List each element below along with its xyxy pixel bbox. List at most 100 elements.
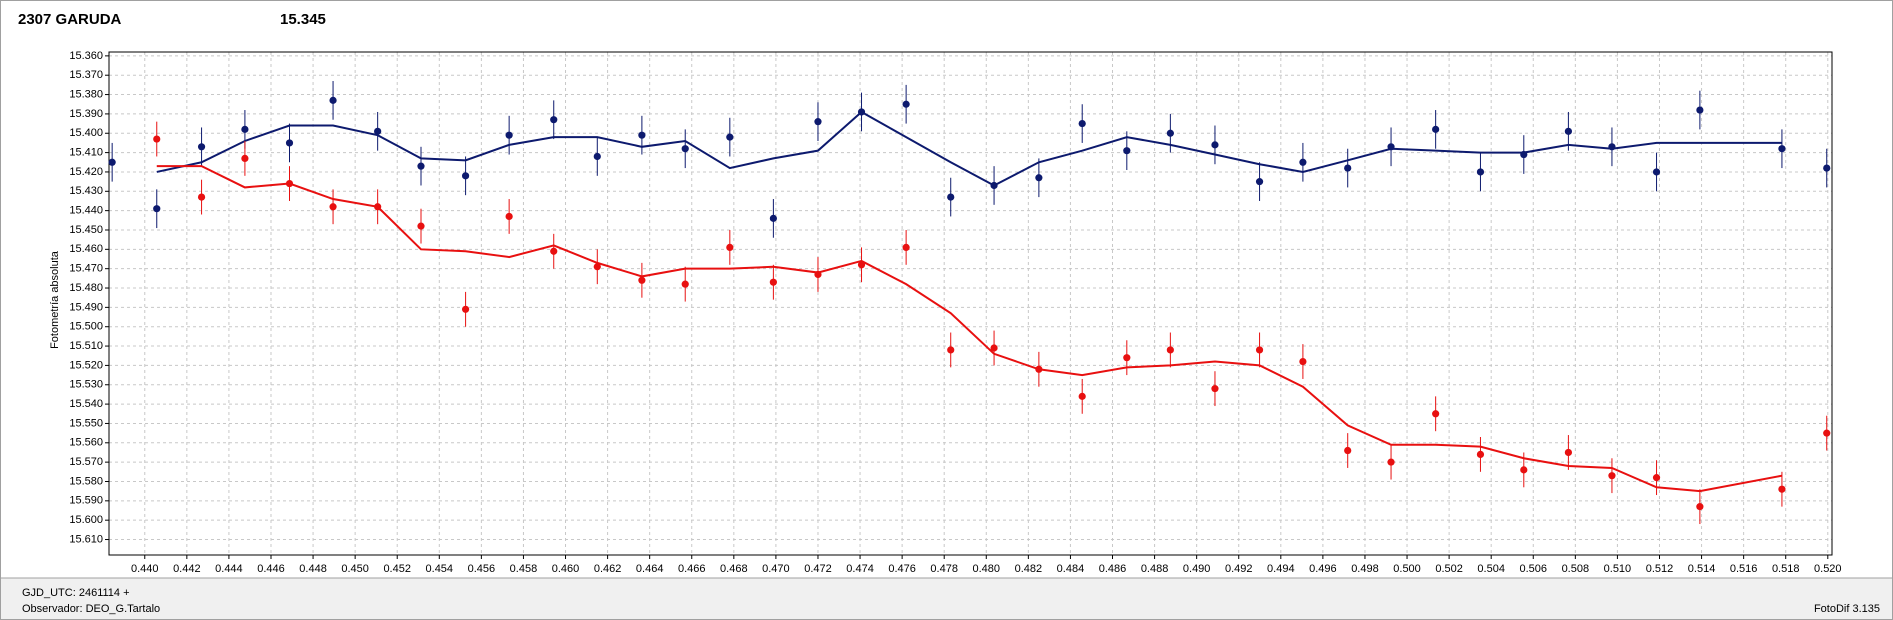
x-tick-label: 0.520 — [1814, 563, 1842, 575]
data-point — [1652, 168, 1661, 176]
data-point — [153, 135, 161, 143]
data-point — [285, 139, 294, 147]
x-tick-label: 0.444 — [215, 563, 243, 575]
data-point — [593, 263, 601, 271]
data-point — [1823, 164, 1831, 172]
data-point — [1166, 346, 1174, 354]
x-tick-label: 0.496 — [1309, 563, 1337, 575]
data-point — [1255, 346, 1264, 354]
y-tick-label: 15.470 — [69, 263, 103, 275]
y-tick-label: 15.420 — [69, 166, 103, 178]
data-point — [1476, 168, 1485, 176]
data-point — [990, 344, 998, 352]
y-tick-label: 15.390 — [69, 108, 103, 120]
data-point — [726, 243, 734, 251]
x-tick-label: 0.492 — [1225, 563, 1253, 575]
data-point — [1652, 474, 1661, 482]
x-tick-label: 0.476 — [888, 563, 916, 575]
data-point — [1166, 129, 1174, 137]
data-point — [1123, 354, 1131, 362]
data-point — [1520, 466, 1528, 474]
plot-border — [108, 51, 1833, 556]
data-point — [108, 158, 116, 166]
data-point — [1299, 357, 1307, 366]
data-point — [1299, 158, 1307, 166]
x-tick-label: 0.446 — [257, 563, 285, 575]
y-tick-label: 15.430 — [69, 185, 103, 197]
x-tick-label: 0.440 — [131, 563, 159, 575]
data-point — [1211, 385, 1219, 393]
data-point — [417, 162, 425, 170]
y-tick-label: 15.500 — [69, 321, 103, 333]
x-tick-label: 0.500 — [1393, 563, 1421, 575]
x-tick-label: 0.474 — [846, 563, 874, 575]
x-tick-label: 0.510 — [1604, 563, 1632, 575]
x-tick-label: 0.478 — [930, 563, 958, 575]
x-tick-label: 0.468 — [720, 563, 748, 575]
data-point — [1344, 446, 1352, 455]
y-tick-label: 15.480 — [69, 282, 103, 294]
data-point — [1778, 485, 1786, 493]
x-tick-label: 0.502 — [1435, 563, 1463, 575]
x-tick-label: 0.460 — [552, 563, 580, 575]
data-point — [329, 203, 337, 211]
y-tick-label: 15.550 — [69, 417, 103, 429]
y-tick-label: 15.460 — [69, 243, 103, 255]
data-point — [1387, 143, 1395, 151]
data-point — [505, 131, 513, 139]
data-point — [814, 270, 822, 279]
data-point — [461, 305, 470, 313]
x-tick-label: 0.494 — [1267, 563, 1295, 575]
y-tick-label: 15.510 — [69, 340, 103, 352]
data-point — [374, 203, 382, 211]
plot-area — [109, 52, 1832, 555]
x-tick-label: 0.480 — [973, 563, 1001, 575]
footer-observer: Observador: DEO_G.Tartalo — [22, 603, 160, 615]
y-tick-label: 15.410 — [69, 147, 103, 159]
data-point — [1035, 365, 1043, 373]
data-point — [1696, 106, 1704, 114]
data-point — [329, 96, 337, 104]
x-tick-label: 0.456 — [468, 563, 496, 575]
x-tick-label: 0.506 — [1519, 563, 1547, 575]
y-tick-label: 15.370 — [69, 69, 103, 81]
data-point — [1078, 119, 1086, 128]
x-tick-label: 0.442 — [173, 563, 201, 575]
data-point — [417, 222, 425, 230]
data-point — [1123, 147, 1131, 155]
data-point — [197, 193, 206, 201]
y-tick-label: 15.610 — [69, 533, 103, 545]
data-point — [1823, 429, 1831, 437]
chart-title: 2307 GARUDA — [18, 11, 122, 28]
data-point — [814, 118, 822, 126]
y-tick-label: 15.450 — [69, 224, 103, 236]
x-tick-label: 0.462 — [594, 563, 622, 575]
data-point — [285, 179, 294, 188]
y-tick-label: 15.570 — [69, 456, 103, 468]
data-point — [1520, 150, 1528, 159]
y-tick-label: 15.590 — [69, 495, 103, 507]
x-tick-label: 0.490 — [1183, 563, 1211, 575]
data-point — [593, 152, 601, 161]
y-tick-label: 15.530 — [69, 379, 103, 391]
y-tick-label: 15.520 — [69, 359, 103, 371]
x-tick-label: 0.450 — [341, 563, 369, 575]
data-point — [769, 278, 777, 286]
x-tick-label: 0.454 — [426, 563, 454, 575]
data-point — [947, 193, 955, 201]
data-point — [638, 131, 646, 139]
data-point — [374, 127, 382, 135]
y-tick-label: 15.540 — [69, 398, 103, 410]
y-tick-label: 15.440 — [69, 205, 103, 217]
x-tick-label: 0.464 — [636, 563, 664, 575]
data-point — [990, 181, 998, 190]
x-tick-label: 0.452 — [383, 563, 411, 575]
x-tick-label: 0.512 — [1646, 563, 1674, 575]
x-tick-label: 0.504 — [1477, 563, 1505, 575]
data-point — [461, 172, 470, 180]
data-point — [241, 154, 249, 163]
data-point — [902, 243, 910, 251]
x-tick-label: 0.516 — [1730, 563, 1758, 575]
data-point — [1608, 472, 1616, 480]
data-point — [153, 205, 161, 213]
